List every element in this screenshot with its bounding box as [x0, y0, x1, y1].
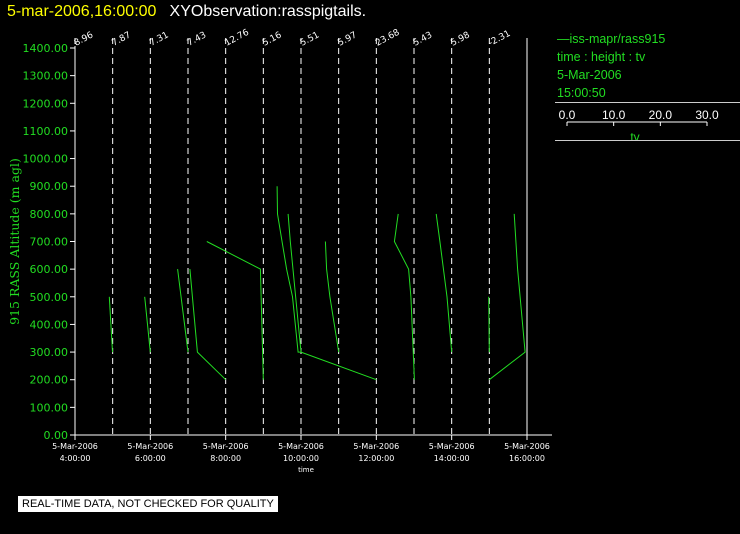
scale-tick-label: 20.0 — [649, 108, 673, 122]
profile-trace — [488, 296, 490, 353]
x-tick-time-label: 4:00:00 — [60, 454, 91, 463]
profile-label: 8.96 — [73, 30, 96, 48]
y-tick-label: 1300.00 — [23, 70, 69, 83]
y-axis-label: 915 RASS Altitude (m agl) — [7, 158, 22, 325]
profile-label: 7.87 — [110, 30, 132, 48]
legend: —iss-mapr/rass915 time : height : tv 5-M… — [557, 30, 740, 102]
x-tick-date-label: 5-Mar-2006 — [429, 442, 475, 451]
y-tick-label: 500.00 — [30, 291, 69, 304]
profile-trace — [393, 213, 415, 380]
y-tick-label: 700.00 — [30, 236, 69, 249]
profile-label: 12.76 — [223, 28, 251, 49]
profile-label: 5.97 — [336, 30, 358, 48]
y-tick-label: 1200.00 — [23, 97, 69, 110]
x-tick-date-label: 5-Mar-2006 — [52, 442, 98, 451]
x-tick-time-label: 12:00:00 — [358, 454, 394, 463]
profile-label: 5.98 — [449, 30, 472, 48]
y-tick-label: 100.00 — [30, 401, 69, 414]
y-tick-label: 1400.00 — [23, 42, 69, 55]
profile-trace — [177, 269, 189, 353]
legend-variables: time : height : tv — [557, 50, 646, 64]
x-tick-time-label: 10:00:00 — [283, 454, 319, 463]
y-tick-label: 200.00 — [30, 374, 69, 387]
profile-trace — [324, 241, 340, 353]
y-tick-label: 1100.00 — [23, 125, 69, 138]
scale-tick-label: 10.0 — [602, 108, 626, 122]
profile-label: -2.31 — [487, 29, 512, 49]
profile-trace — [287, 213, 302, 353]
x-tick-time-label: 8:00:00 — [210, 454, 241, 463]
profile-trace — [435, 213, 453, 353]
x-tick-date-label: 5-Mar-2006 — [504, 442, 550, 451]
legend-date: 5-Mar-2006 — [557, 68, 622, 82]
profile-trace — [488, 213, 526, 381]
profile-label: 23.68 — [374, 28, 402, 49]
x-tick-date-label: 5-Mar-2006 — [127, 442, 173, 451]
profile-label: 7.31 — [148, 30, 170, 48]
profile-trace — [276, 186, 301, 353]
profile-trace — [206, 241, 264, 380]
x-axis-label: time — [298, 466, 314, 474]
profile-trace — [144, 296, 151, 353]
profile-label: 5.16 — [261, 30, 284, 48]
legend-time: 15:00:50 — [557, 86, 606, 100]
profile-label: 5.51 — [299, 30, 321, 48]
profile-trace — [189, 269, 227, 381]
x-tick-time-label: 14:00:00 — [434, 454, 470, 463]
quality-disclaimer: REAL-TIME DATA, NOT CHECKED FOR QUALITY — [18, 496, 278, 512]
x-tick-time-label: 16:00:00 — [509, 454, 545, 463]
y-tick-label: 800.00 — [30, 208, 69, 221]
title-datetime: 5-mar-2006,16:00:00 — [7, 3, 157, 20]
profile-trace — [108, 296, 113, 353]
y-tick-label: 0.00 — [44, 429, 69, 442]
legend-series: —iss-mapr/rass915 — [557, 32, 666, 46]
title-bar: 5-mar-2006,16:00:00 XYObservation:rasspi… — [7, 1, 366, 23]
profile-label: 5.43 — [412, 30, 434, 48]
x-tick-date-label: 5-Mar-2006 — [353, 442, 399, 451]
scale-tick-label: 0.0 — [559, 108, 576, 122]
y-tick-label: 400.00 — [30, 318, 69, 331]
scale-tick-label: 30.0 — [695, 108, 719, 122]
x-tick-time-label: 6:00:00 — [135, 454, 166, 463]
profile-trace — [300, 351, 377, 381]
y-tick-label: 1000.00 — [23, 153, 69, 166]
scale-axis-label: tv — [630, 130, 639, 144]
x-tick-date-label: 5-Mar-2006 — [278, 442, 324, 451]
legend-separator — [555, 140, 740, 141]
legend-separator — [555, 102, 740, 103]
title-text: XYObservation:rasspigtails. — [169, 3, 367, 20]
x-tick-date-label: 5-Mar-2006 — [203, 442, 249, 451]
legend-scale-axis: 0.0 10.0 20.0 30.0 tv — [559, 108, 719, 144]
profile-label: 7.43 — [186, 30, 208, 48]
y-tick-label: 300.00 — [30, 346, 69, 359]
y-tick-label: 900.00 — [30, 180, 69, 193]
y-tick-label: 600.00 — [30, 263, 69, 276]
